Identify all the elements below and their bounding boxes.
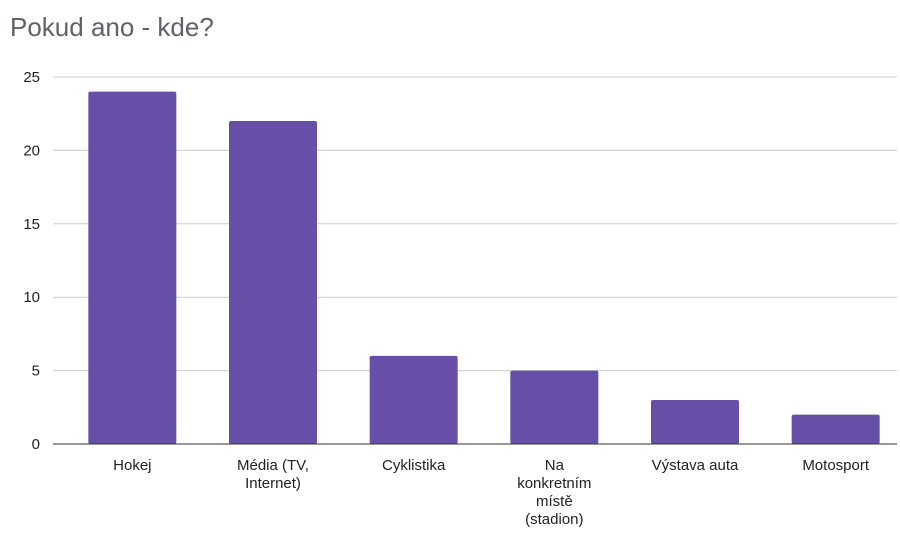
x-category-label-line: Hokej xyxy=(113,457,151,474)
x-category-label-3: Cyklistika xyxy=(382,457,446,474)
bar-4 xyxy=(510,370,599,444)
y-tick-label-5: 5 xyxy=(32,363,40,380)
y-axis-tick-labels: 0 5 10 15 20 25 xyxy=(23,69,40,453)
bar-3 xyxy=(369,355,458,444)
y-tick-label-15: 15 xyxy=(23,216,40,233)
x-category-label-2: Média (TV, Internet) xyxy=(237,457,309,492)
x-category-label-line: Internet) xyxy=(245,475,301,492)
bar-1 xyxy=(88,91,177,445)
bar-5 xyxy=(651,399,739,444)
x-category-label-6: Motosport xyxy=(802,457,870,474)
x-category-label-4: Na konkretním místě (stadion) xyxy=(517,457,591,528)
y-tick-label-25: 25 xyxy=(23,69,40,86)
x-axis-category-labels: Hokej Média (TV, Internet) Cyklistika Na konk… xyxy=(113,457,870,528)
x-category-label-5: Výstava auta xyxy=(652,457,739,474)
x-category-label-line: Cyklistika xyxy=(382,457,446,474)
bar-2 xyxy=(229,121,317,444)
x-category-label-line: Na xyxy=(545,457,565,474)
x-category-label-line: (stadion) xyxy=(525,511,583,528)
bars xyxy=(88,91,880,445)
x-category-label-line: konkretním xyxy=(517,475,591,492)
y-tick-label-0: 0 xyxy=(32,436,40,453)
grid-lines xyxy=(53,76,897,372)
y-tick-label-10: 10 xyxy=(23,289,40,306)
y-tick-label-20: 20 xyxy=(23,142,40,159)
chart-title: Pokud ano - kde? xyxy=(10,12,214,42)
bar-6 xyxy=(791,414,880,444)
x-category-label-1: Hokej xyxy=(113,457,151,474)
x-category-label-line: Motosport xyxy=(802,457,870,474)
x-category-label-line: Média (TV, xyxy=(237,457,309,474)
x-category-label-line: Výstava auta xyxy=(652,457,739,474)
x-category-label-line: místě xyxy=(536,493,573,510)
